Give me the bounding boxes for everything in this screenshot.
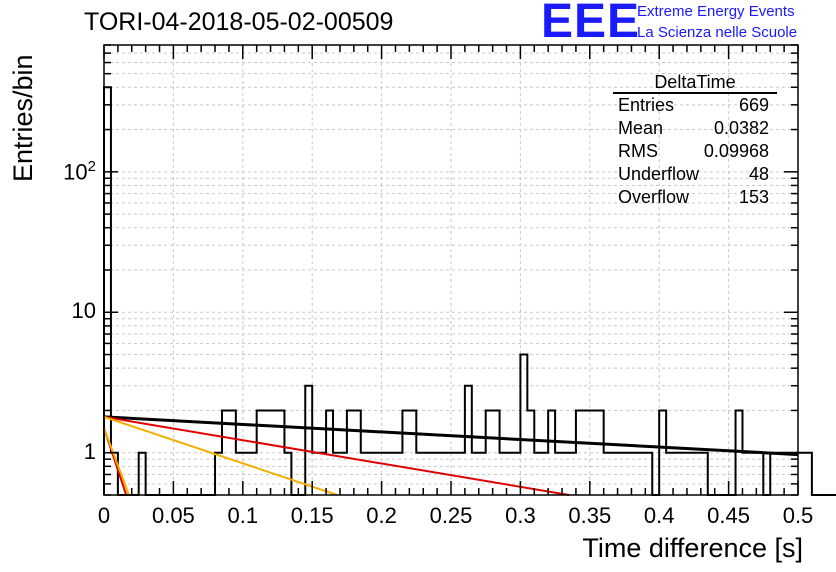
x-tick-label: 0.25: [429, 503, 473, 528]
x-tick-label: 0.1: [227, 503, 259, 528]
x-axis-label: Time difference [s]: [582, 533, 803, 563]
fit-line: [103, 415, 570, 496]
stats-row-mean: Mean 0.0382: [613, 117, 777, 140]
stats-box: DeltaTime Entries 669 Mean 0.0382 RMS 0.…: [613, 72, 777, 209]
x-tick-label: 0.05: [151, 503, 195, 528]
stats-title: DeltaTime: [654, 72, 736, 92]
fit-line: [103, 415, 338, 496]
stats-value: 0.09968: [703, 141, 769, 161]
run-title: TORI-04-2018-05-02-00509: [84, 8, 394, 36]
stats-divider: [613, 92, 777, 94]
x-tick-label: 0.35: [568, 503, 612, 528]
fit-line: [103, 415, 799, 457]
stats-label: Mean: [618, 118, 664, 138]
stats-row-rms: RMS 0.09968: [613, 140, 777, 163]
fit-line: [103, 427, 130, 496]
y-tick-label: 10: [71, 298, 96, 324]
y-axis-label: Entries/bin: [8, 54, 38, 182]
x-tick-label: 0.3: [505, 503, 536, 528]
stats-label: Entries: [618, 95, 675, 115]
x-tick-label: 0.45: [707, 503, 751, 528]
stats-label: RMS: [618, 141, 658, 161]
eee-subtitle-line2: La Scienza nelle Scuole: [637, 24, 798, 41]
stats-value: 48: [748, 164, 769, 184]
stats-row-overflow: Overflow 153: [613, 186, 777, 209]
stats-label: Overflow: [618, 187, 690, 207]
y-tick-label: 1: [83, 438, 96, 464]
x-tick-label: 0.5: [782, 503, 814, 528]
x-tick-label: 0.15: [290, 503, 334, 528]
stats-row-entries: Entries 669: [613, 94, 777, 117]
stats-value: 0.0382: [713, 118, 769, 138]
stats-value: 669: [738, 95, 769, 115]
y-tick-label: 102: [63, 157, 96, 185]
x-tick-label: 0: [97, 503, 111, 528]
eee-logo: EEE: [541, 0, 641, 48]
histogram-bins: [103, 86, 836, 496]
x-tick-label: 0.4: [643, 503, 675, 528]
stats-label: Underflow: [618, 164, 700, 184]
stats-value: 153: [738, 187, 769, 207]
x-tick-label: 0.2: [366, 503, 397, 528]
stats-row-underflow: Underflow 48: [613, 163, 777, 186]
eee-subtitle-line1: Extreme Energy Events: [637, 3, 795, 20]
